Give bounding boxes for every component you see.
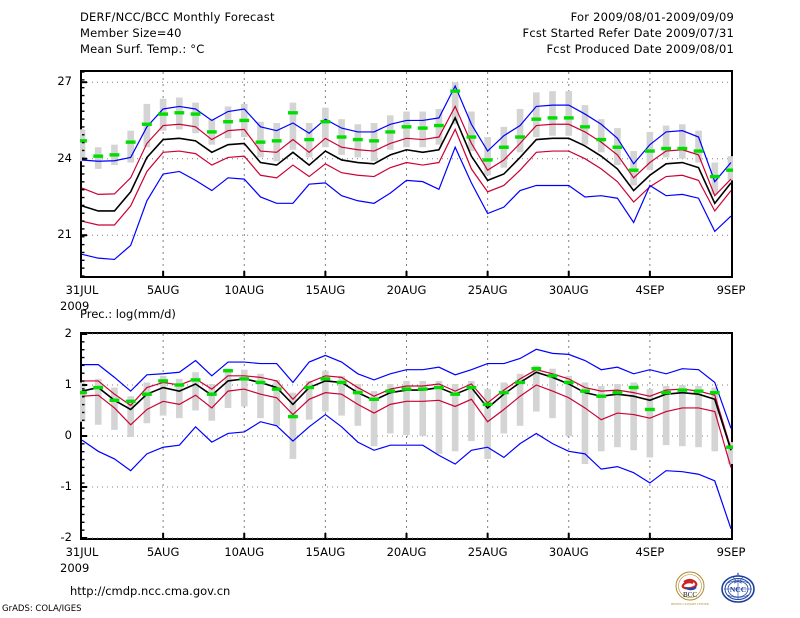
x-tick-label: 20AUG: [386, 283, 427, 297]
spread-bars: [80, 365, 733, 465]
x-tick-label: 10AUG: [224, 545, 265, 559]
svg-text:BCC: BCC: [683, 591, 697, 599]
series-observed: [80, 366, 733, 449]
series-upper-percentile: [82, 369, 732, 449]
y-tick-label: 0: [64, 428, 72, 442]
x-tick-label: 30AUG: [548, 283, 589, 297]
precipitation-variable-label: Prec.: log(mm/d): [80, 307, 176, 321]
series-maximum: [82, 348, 732, 429]
precipitation-plot-area: [80, 333, 733, 539]
series-lower-percentile: [81, 127, 732, 226]
forecast-period-label: For 2009/08/01-2009/09/09: [570, 10, 734, 24]
x-tick-label: 10AUG: [224, 283, 265, 297]
source-url[interactable]: http://cmdp.ncc.cma.gov.cn: [70, 584, 231, 598]
series-maximum: [81, 84, 732, 183]
x-tick-label: 5AUG: [146, 545, 180, 559]
y-tick-label: -1: [60, 479, 72, 493]
svg-text:BEIJING CLIMATE CENTER: BEIJING CLIMATE CENTER: [671, 602, 709, 606]
forecast-produced-date-label: Fcst Produced Date 2009/08/01: [546, 42, 734, 56]
x-tick-label: 25AUG: [467, 283, 508, 297]
series-minimum: [81, 413, 732, 530]
series-upper-percentile: [81, 105, 732, 197]
product-title: DERF/NCC/BCC Monthly Forecast: [80, 10, 275, 24]
x-tick-label: 15AUG: [305, 545, 346, 559]
temperature-x-axis-year: 2009: [60, 299, 90, 313]
x-tick-label: 30AUG: [548, 545, 589, 559]
ncc-logo: NCC: [721, 572, 755, 603]
y-tick-label: 2: [64, 326, 72, 340]
x-tick-label: 25AUG: [467, 545, 508, 559]
series-lower-percentile: [81, 384, 732, 468]
x-tick-label: 4SEP: [635, 545, 665, 559]
temperature-chart: [80, 70, 733, 278]
x-tick-label: 20AUG: [386, 545, 427, 559]
y-tick-label: 27: [57, 74, 72, 89]
logo-group: BCC BEIJING CLIMATE CENTER NCC: [670, 570, 762, 608]
x-tick-label: 5AUG: [146, 283, 180, 297]
temperature-variable-label: Mean Surf. Temp.: °C: [80, 42, 205, 56]
temperature-plot-area: [80, 71, 733, 277]
precipitation-x-axis-year: 2009: [60, 561, 90, 575]
x-tick-label: 31JUL: [65, 545, 99, 559]
svg-text:NCC: NCC: [730, 585, 746, 594]
forecast-start-date-label: Fcst Started Refer Date 2009/07/31: [522, 26, 734, 40]
member-size-label: Member Size=40: [80, 26, 182, 40]
series-minimum: [81, 145, 732, 261]
precipitation-chart: [80, 332, 733, 540]
series-ensemble-mean: [81, 116, 732, 212]
y-tick-label: 1: [64, 377, 72, 391]
x-tick-label: 15AUG: [305, 283, 346, 297]
y-tick-label: 24: [57, 150, 72, 165]
grads-credit: GrADS: COLA/IGES: [2, 604, 82, 614]
x-tick-label: 31JUL: [65, 283, 99, 297]
y-tick-label: -2: [60, 530, 72, 544]
x-tick-label: 9SEP: [716, 283, 746, 297]
x-tick-label: 9SEP: [716, 545, 746, 559]
y-tick-label: 21: [57, 227, 72, 242]
series-observed: [80, 89, 733, 179]
x-tick-label: 4SEP: [635, 283, 665, 297]
bcc-logo: BCC BEIJING CLIMATE CENTER: [671, 571, 709, 606]
